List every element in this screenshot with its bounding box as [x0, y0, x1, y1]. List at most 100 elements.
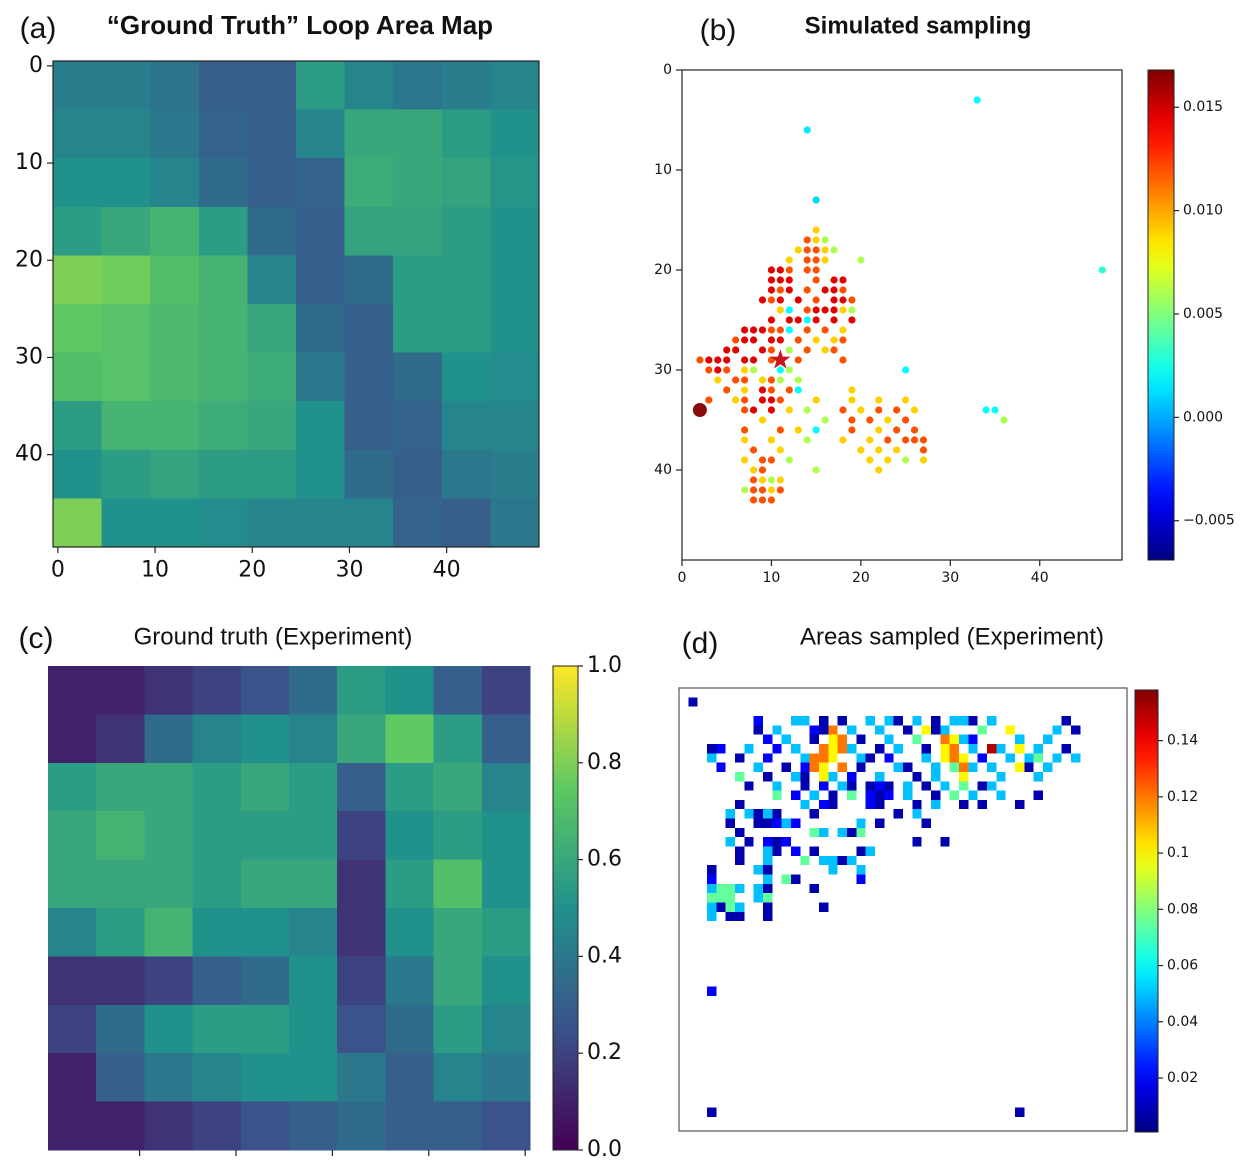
sample-square	[931, 790, 941, 800]
heatmap-cell	[481, 1053, 531, 1103]
sample-square	[753, 809, 763, 819]
sample-point	[714, 366, 722, 374]
sample-square	[977, 725, 987, 735]
sample-square	[772, 790, 782, 800]
sample-point	[893, 406, 901, 414]
x-tick-label: 40	[433, 557, 461, 582]
sample-square	[763, 874, 773, 884]
sample-point	[758, 456, 767, 464]
sample-square	[865, 799, 875, 810]
heatmap-cell	[53, 255, 103, 305]
highlight-circle	[692, 403, 707, 417]
sample-square	[875, 799, 885, 810]
sample-square	[753, 725, 763, 735]
axes-frame	[52, 60, 540, 548]
sample-point	[785, 456, 793, 464]
sample-square	[781, 762, 791, 772]
sample-square	[837, 827, 847, 838]
heatmap-cell	[192, 666, 242, 715]
sample-point	[741, 376, 749, 384]
sample-point	[803, 246, 811, 254]
sample-square	[735, 846, 745, 856]
heatmap-cell	[96, 956, 145, 1006]
sample-square	[931, 762, 941, 772]
sample-square	[716, 883, 726, 894]
heatmap-cell	[481, 1101, 531, 1151]
heatmap-cell	[393, 255, 443, 305]
sample-square	[753, 883, 763, 894]
sample-square	[865, 790, 875, 800]
panel: (d) Areas sampled (Experiment) 0.02 0.04 0.0…	[678, 623, 1198, 1133]
sample-point	[803, 346, 811, 354]
colorbar-tick-label: 0.04	[1167, 1014, 1198, 1030]
heatmap-cell	[481, 859, 531, 909]
sample-square	[763, 753, 773, 763]
sample-square	[819, 799, 829, 810]
sample-square	[921, 781, 931, 791]
sample-square	[800, 771, 810, 782]
sample-point	[776, 336, 784, 344]
heatmap-cell	[101, 449, 151, 499]
heatmap-cell	[490, 498, 540, 548]
heatmap-cell	[144, 714, 194, 764]
sample-point	[973, 96, 981, 104]
sample-square	[847, 771, 857, 782]
heatmap-cell	[385, 811, 435, 861]
sample-square	[707, 743, 717, 754]
sample-square	[1052, 725, 1062, 735]
sample-square	[968, 743, 978, 754]
sample-point	[821, 306, 829, 314]
heatmap-cell	[240, 1101, 290, 1151]
heatmap-cell	[198, 304, 248, 354]
sample-square	[875, 725, 885, 735]
sample-point	[776, 476, 784, 484]
sample-square	[716, 902, 726, 912]
heatmap-cell	[144, 908, 194, 957]
heatmap-cell	[344, 61, 394, 111]
sample-point	[741, 356, 749, 364]
sample-square	[763, 893, 773, 903]
sample-point	[839, 296, 847, 304]
heatmap-cell	[385, 908, 435, 957]
sample-square	[716, 762, 726, 772]
sample-square	[1043, 762, 1053, 772]
sample-square	[1052, 753, 1062, 763]
sample-point	[812, 196, 820, 204]
sample-square	[828, 753, 838, 763]
heatmap-cell	[198, 401, 248, 451]
heatmap-cell	[247, 61, 297, 111]
sample-square	[875, 771, 885, 782]
sample-point	[794, 246, 802, 254]
sample-point	[901, 456, 910, 464]
sample-square	[949, 715, 959, 726]
heatmap-cell	[385, 666, 435, 715]
heatmap-cell	[289, 762, 338, 812]
heatmap-cell	[433, 1053, 483, 1103]
sample-point	[767, 346, 776, 354]
sample-square	[856, 734, 866, 744]
sample-point	[848, 296, 856, 304]
sample-square	[940, 725, 950, 735]
sample-point	[785, 276, 793, 284]
sample-point	[749, 366, 758, 374]
sample-square	[791, 846, 801, 856]
heatmap-cell	[240, 956, 290, 1006]
panel-label: (d)	[682, 627, 719, 660]
sample-point	[910, 406, 919, 414]
panel-title: Ground truth (Experiment)	[134, 623, 413, 650]
heatmap-cell	[433, 1101, 483, 1151]
sample-point	[776, 426, 784, 434]
colorbar	[552, 665, 579, 1151]
sample-point	[893, 426, 901, 434]
sample-square	[837, 855, 847, 866]
sample-square	[828, 855, 838, 866]
sample-square	[828, 771, 838, 782]
heatmap-cell	[441, 401, 491, 451]
sample-point	[723, 386, 731, 394]
sample-point	[785, 386, 793, 394]
heatmap-cell	[433, 1004, 483, 1054]
sample-square	[763, 865, 773, 875]
heatmap-cell	[441, 255, 491, 305]
sample-square	[959, 715, 969, 726]
sample-point	[821, 256, 829, 264]
